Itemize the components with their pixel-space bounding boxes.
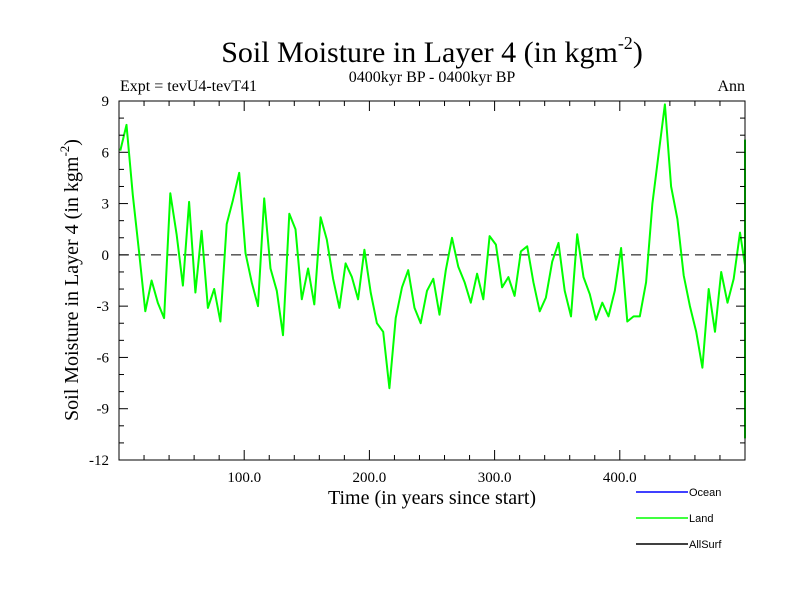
- y-tick-label: 0: [102, 248, 110, 264]
- y-tick-label: 6: [102, 145, 110, 161]
- season-label: Ann: [717, 78, 745, 95]
- y-tick-label: -6: [97, 350, 110, 366]
- y-tick-label: 9: [102, 94, 110, 110]
- series-line-land: [119, 103, 746, 439]
- x-tick-label: 100.0: [227, 470, 261, 486]
- legend-label-land: Land: [689, 513, 713, 525]
- y-tick-label: 3: [102, 197, 110, 213]
- y-tick-label: -3: [97, 299, 110, 315]
- legend-label-allsurf: AllSurf: [689, 539, 722, 551]
- legend-label-ocean: Ocean: [689, 487, 721, 499]
- chart-title-superscript: -2: [618, 33, 633, 53]
- x-tick-label: 200.0: [353, 470, 387, 486]
- experiment-label: Expt = tevU4-tevT41: [120, 78, 257, 95]
- y-axis-label-close: ): [61, 139, 83, 146]
- y-axis-label-main: Soil Moisture in Layer 4 (in kgm: [61, 156, 83, 421]
- chart-title-close: ): [633, 36, 643, 69]
- axis-ticks: 9 6 3 0 -3 -6 -9 -12 100.0 200.0 300.0 400.0: [89, 94, 745, 486]
- y-axis-label: Soil Moisture in Layer 4 (in kgm-2): [57, 139, 83, 421]
- plot-frame: [118, 100, 746, 461]
- y-tick-label: -12: [89, 453, 109, 469]
- chart-subtitle: 0400kyr BP - 0400kyr BP: [349, 69, 516, 86]
- y-tick-label: -9: [97, 402, 110, 418]
- y-axis-label-superscript: -2: [57, 146, 72, 157]
- chart-legend: Ocean Land AllSurf: [636, 487, 722, 551]
- chart-title: Soil Moisture in Layer 4 (in kgm-2): [221, 33, 643, 69]
- chart-title-main: Soil Moisture in Layer 4 (in kgm: [221, 36, 618, 69]
- x-tick-label: 300.0: [478, 470, 512, 486]
- x-tick-label: 400.0: [603, 470, 637, 486]
- x-axis-label: Time (in years since start): [328, 487, 536, 509]
